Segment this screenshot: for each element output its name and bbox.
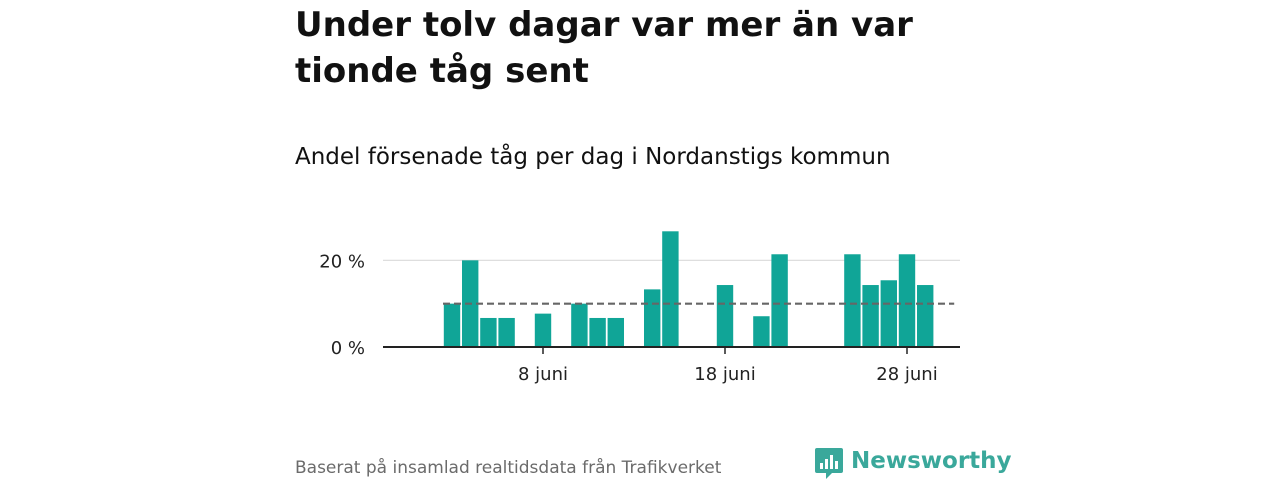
- tick-labels: 0 % 20 % 8 juni 18 juni 28 juni: [319, 251, 937, 385]
- chart-title: Under tolv dagar var mer än var tionde t…: [295, 5, 913, 91]
- bar-day-18: [716, 285, 734, 347]
- bar-day-11: [589, 317, 606, 347]
- newsworthy-bar-chart-icon: [815, 448, 843, 479]
- x-tick-label: 28 juni: [876, 364, 937, 385]
- bar-day-26: [862, 285, 879, 347]
- x-tick-label: 8 juni: [518, 364, 568, 385]
- bar-day-6: [498, 317, 515, 347]
- axes: [383, 302, 960, 354]
- bar-chart: 0 % 20 % 8 juni 18 juni 28 juni: [319, 231, 960, 385]
- bar-day-10: [571, 303, 588, 347]
- bar-day-25: [844, 254, 861, 347]
- bars: [443, 231, 934, 347]
- brand-name: Newsworthy: [851, 448, 1012, 474]
- x-tick-label: 18 juni: [694, 364, 755, 385]
- y-tick-label: 20 %: [319, 251, 365, 272]
- bar-day-27: [880, 280, 897, 347]
- bar-day-3: [443, 303, 461, 347]
- bar-day-5: [480, 317, 497, 347]
- y-tick-label: 0 %: [331, 338, 365, 359]
- bar-day-12: [607, 317, 624, 347]
- source-note: Baserat på insamlad realtidsdata från Tr…: [295, 458, 722, 478]
- bar-day-28: [898, 254, 916, 347]
- bar-day-15: [662, 231, 679, 347]
- bar-day-21: [771, 254, 788, 347]
- bar-day-8: [534, 313, 552, 347]
- bar-day-29: [917, 285, 934, 347]
- bar-day-14: [644, 289, 661, 347]
- chart-subtitle: Andel försenade tåg per dag i Nordanstig…: [295, 144, 891, 170]
- bar-day-20: [753, 316, 770, 347]
- newsworthy-brand[interactable]: Newsworthy: [814, 446, 1012, 480]
